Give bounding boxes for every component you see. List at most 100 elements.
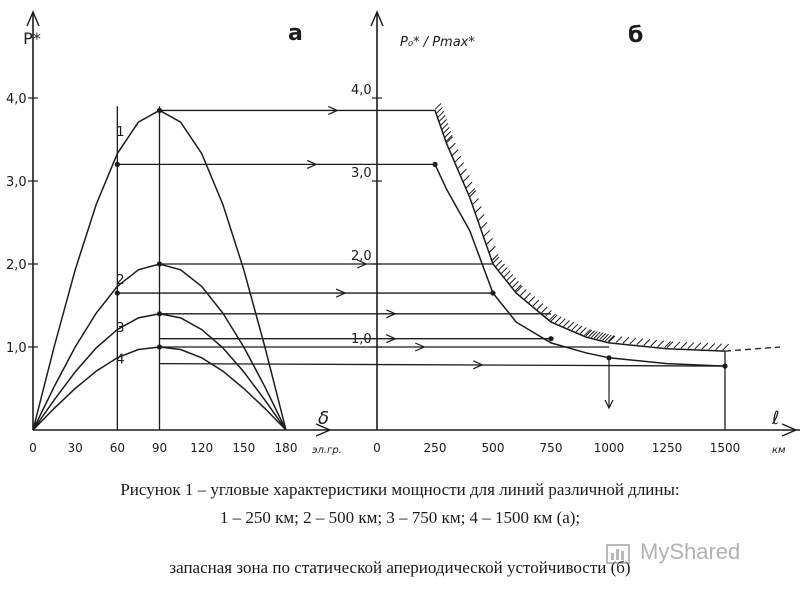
hatch-mark — [498, 263, 505, 271]
a-curve-label-2: 2 — [116, 273, 124, 288]
a-curve-label-4: 4 — [116, 352, 124, 367]
hatch-mark — [588, 330, 595, 338]
hatch-mark — [451, 149, 459, 156]
b-x-axis-arrow — [781, 423, 798, 437]
hatch-mark — [457, 162, 465, 169]
a-x-tick-label: 150 — [232, 441, 255, 455]
b-pmax-dashed-tail — [724, 346, 781, 352]
hatch-mark — [680, 341, 688, 349]
b-marked-point — [548, 336, 554, 342]
hatch-mark — [520, 289, 527, 296]
b-x-tick-label: 1500 — [710, 441, 741, 455]
hatch-mark — [643, 338, 651, 346]
b-marked-point — [432, 161, 438, 167]
connector-arrow — [306, 159, 318, 169]
a-x-tick-label: 90 — [152, 441, 167, 455]
a-y-tick-label: 2,0 — [6, 258, 27, 273]
a-marked-point — [156, 261, 163, 267]
connector-arrow — [386, 309, 397, 319]
hatch-mark — [584, 329, 591, 336]
connector-line — [159, 362, 726, 367]
hatch-mark — [615, 336, 623, 343]
panel-label-b: б — [628, 23, 643, 48]
hatch-mark — [524, 292, 531, 300]
hatch-mark — [472, 198, 479, 205]
hatch-mark — [477, 214, 485, 221]
hatch-mark — [550, 314, 558, 322]
hatch-mark — [666, 341, 674, 349]
a-marked-point — [156, 344, 163, 350]
axes — [26, 10, 800, 437]
helper-lines — [116, 105, 726, 430]
a-marked-point — [114, 290, 120, 296]
a-x-tick-label: 60 — [110, 441, 125, 455]
a-curve-label-1: 1 — [116, 125, 124, 140]
hatch-mark — [503, 270, 511, 278]
b-marked-point — [606, 355, 612, 361]
hatch-mark — [434, 103, 442, 110]
b-x-tick-label: 1000 — [594, 441, 625, 455]
hatch-mark — [536, 303, 544, 310]
hatch-mark — [514, 284, 522, 292]
hatch-mark — [694, 342, 702, 350]
hatch-mark — [558, 318, 566, 326]
hatch-mark — [567, 321, 575, 329]
hatch-mark — [440, 119, 447, 126]
hatch-mark — [441, 123, 449, 130]
b-y-axis-arrow — [370, 10, 384, 27]
b-x-axis-unit: км — [772, 445, 786, 456]
labels: 1,02,03,04,01,02,03,04,00 30 60 90 120 150 180… — [6, 21, 786, 456]
b-x-tick-label: 1250 — [652, 441, 683, 455]
hatch-mark — [591, 331, 598, 338]
hatch-mark — [515, 285, 523, 293]
hatch-mark — [469, 190, 477, 197]
a-marked-point — [156, 311, 163, 317]
hatch-mark — [571, 323, 579, 331]
a-y-tick-label: 3,0 — [6, 175, 27, 190]
a-marked-point — [156, 107, 163, 114]
hatch-mark — [540, 306, 548, 314]
stability-hatch — [434, 103, 730, 351]
b-y-tick-label: 3,0 — [351, 166, 372, 181]
hatch-mark — [486, 238, 493, 245]
hatch-mark — [602, 333, 609, 341]
a-x-tick-label: 30 — [68, 441, 83, 455]
watermark-logo-icon — [606, 544, 630, 564]
hatch-mark — [442, 127, 450, 134]
hatch-mark — [454, 155, 462, 163]
connector-arrow — [386, 334, 397, 344]
connector-arrow — [357, 259, 368, 269]
a-x-axis-label: δ — [318, 408, 329, 429]
hatch-mark — [549, 313, 556, 321]
caption-line-3: запасная зона по статической апериодичес… — [169, 558, 631, 577]
hatch-mark — [480, 222, 488, 229]
hatch-mark — [608, 335, 616, 343]
hatch-mark — [585, 329, 593, 337]
a-curve-label-3: 3 — [116, 321, 124, 336]
hatch-mark — [596, 332, 604, 340]
a-marked-point — [114, 161, 120, 167]
power-characteristics-figure: 1,02,03,04,01,02,03,04,00 30 60 90 120 150 180… — [6, 10, 800, 456]
b-y-tick-label: 1,0 — [351, 332, 372, 347]
b-curve-P0 — [434, 164, 726, 367]
a-x-tick-label: 180 — [275, 441, 298, 455]
hatch-mark — [449, 142, 456, 150]
hatch-mark — [491, 253, 499, 261]
watermark: MyShared — [604, 536, 774, 568]
hatch-mark — [593, 331, 601, 339]
hatch-mark — [532, 299, 540, 307]
hatch-mark — [664, 341, 672, 348]
hatch-mark — [512, 281, 519, 288]
connector-arrow — [335, 288, 347, 298]
hatch-mark — [657, 340, 665, 348]
hatch-mark — [483, 230, 491, 237]
a-y-axis-label: P* — [23, 29, 41, 48]
hatch-mark — [722, 343, 730, 351]
b-marker-1000-arrow — [604, 399, 614, 410]
hatch-mark — [462, 175, 470, 182]
b-y-tick-label: 2,0 — [351, 249, 372, 264]
hatch-mark — [506, 274, 514, 281]
hatch-mark — [438, 115, 446, 122]
b-marked-point — [490, 290, 496, 296]
hatch-mark — [436, 107, 443, 114]
